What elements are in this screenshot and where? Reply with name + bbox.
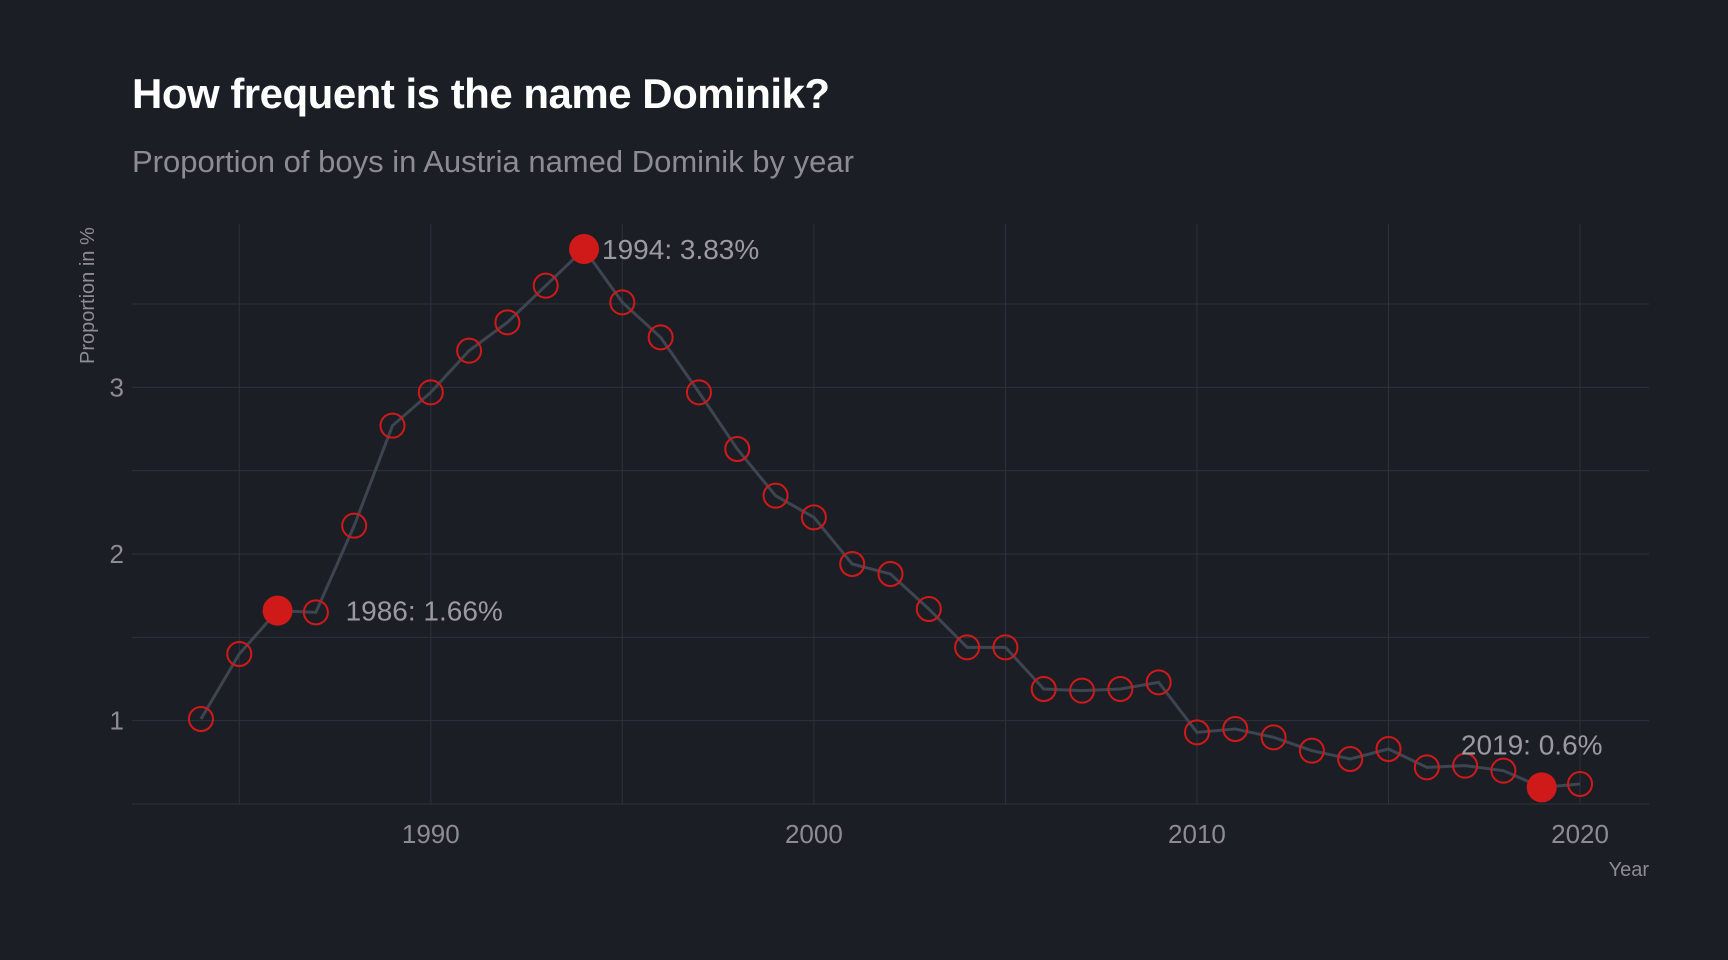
data-point <box>532 272 559 299</box>
x-tick-label: 2020 <box>1551 819 1609 849</box>
annotation-label: 1994: 3.83% <box>602 234 759 265</box>
data-point <box>1030 676 1057 702</box>
data-point <box>839 551 866 577</box>
data-point <box>494 309 521 336</box>
data-point <box>1337 746 1364 772</box>
annotation-label: 2019: 0.6% <box>1461 729 1603 760</box>
data-point <box>1413 754 1440 781</box>
y-tick-label: 3 <box>110 372 124 402</box>
data-point <box>341 512 368 539</box>
data-point <box>187 706 214 732</box>
x-tick-label: 1990 <box>402 819 460 849</box>
data-point <box>609 289 636 316</box>
data-point <box>762 482 789 509</box>
data-point <box>1452 752 1479 779</box>
data-point <box>226 641 253 667</box>
data-point <box>915 596 942 622</box>
y-tick-label: 1 <box>110 706 124 736</box>
data-point <box>1375 736 1402 762</box>
chart-subtitle: Proportion of boys in Austria named Domi… <box>132 144 854 179</box>
series-line <box>199 246 1581 789</box>
x-tick-label: 2010 <box>1168 819 1226 849</box>
x-axis-label: Year <box>1609 859 1650 881</box>
data-point <box>1260 724 1287 751</box>
chart-title: How frequent is the name Dominik? <box>132 70 830 117</box>
data-point <box>302 599 329 626</box>
data-point <box>992 634 1019 661</box>
data-point <box>647 324 674 351</box>
y-tick-label: 2 <box>110 539 124 569</box>
highlight-point <box>569 234 600 264</box>
data-point <box>954 634 981 661</box>
data-point <box>877 561 904 587</box>
y-axis-label: Proportion in % <box>77 227 99 364</box>
data-point <box>417 379 444 406</box>
data-point <box>1069 677 1096 704</box>
annotation-label: 1986: 1.66% <box>346 596 503 627</box>
data-point <box>1145 669 1172 696</box>
x-tick-label: 2000 <box>785 819 843 849</box>
data-point <box>1222 716 1249 742</box>
data-point <box>685 379 712 406</box>
data-point <box>1183 719 1210 746</box>
data-point <box>379 412 406 439</box>
data-point <box>800 504 827 531</box>
data-point <box>724 436 751 462</box>
data-point <box>456 337 483 364</box>
highlight-point <box>262 595 293 626</box>
data-point <box>1107 676 1134 702</box>
data-point <box>1298 737 1325 764</box>
data-point <box>1567 771 1594 797</box>
highlight-point <box>1526 772 1557 803</box>
data-point <box>1490 757 1517 784</box>
